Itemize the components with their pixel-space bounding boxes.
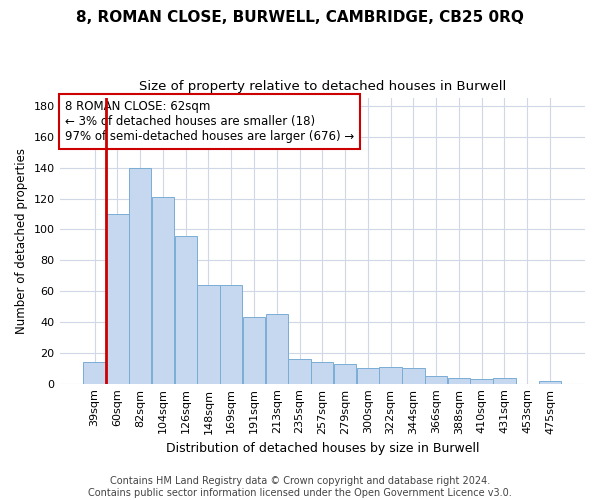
Bar: [493, 378, 515, 384]
Bar: [175, 236, 197, 384]
Bar: [334, 364, 356, 384]
Text: 8, ROMAN CLOSE, BURWELL, CAMBRIDGE, CB25 0RQ: 8, ROMAN CLOSE, BURWELL, CAMBRIDGE, CB25…: [76, 10, 524, 25]
Bar: [266, 314, 288, 384]
Bar: [289, 359, 311, 384]
Y-axis label: Number of detached properties: Number of detached properties: [15, 148, 28, 334]
Text: 8 ROMAN CLOSE: 62sqm
← 3% of detached houses are smaller (18)
97% of semi-detach: 8 ROMAN CLOSE: 62sqm ← 3% of detached ho…: [65, 100, 354, 143]
Bar: [448, 378, 470, 384]
Bar: [539, 380, 561, 384]
Bar: [243, 318, 265, 384]
X-axis label: Distribution of detached houses by size in Burwell: Distribution of detached houses by size …: [166, 442, 479, 455]
Bar: [425, 376, 447, 384]
Bar: [402, 368, 425, 384]
Bar: [129, 168, 151, 384]
Bar: [379, 366, 402, 384]
Bar: [470, 379, 493, 384]
Bar: [197, 285, 220, 384]
Bar: [152, 197, 174, 384]
Bar: [220, 285, 242, 384]
Bar: [311, 362, 334, 384]
Title: Size of property relative to detached houses in Burwell: Size of property relative to detached ho…: [139, 80, 506, 93]
Bar: [356, 368, 379, 384]
Text: Contains HM Land Registry data © Crown copyright and database right 2024.
Contai: Contains HM Land Registry data © Crown c…: [88, 476, 512, 498]
Bar: [106, 214, 128, 384]
Bar: [83, 362, 106, 384]
